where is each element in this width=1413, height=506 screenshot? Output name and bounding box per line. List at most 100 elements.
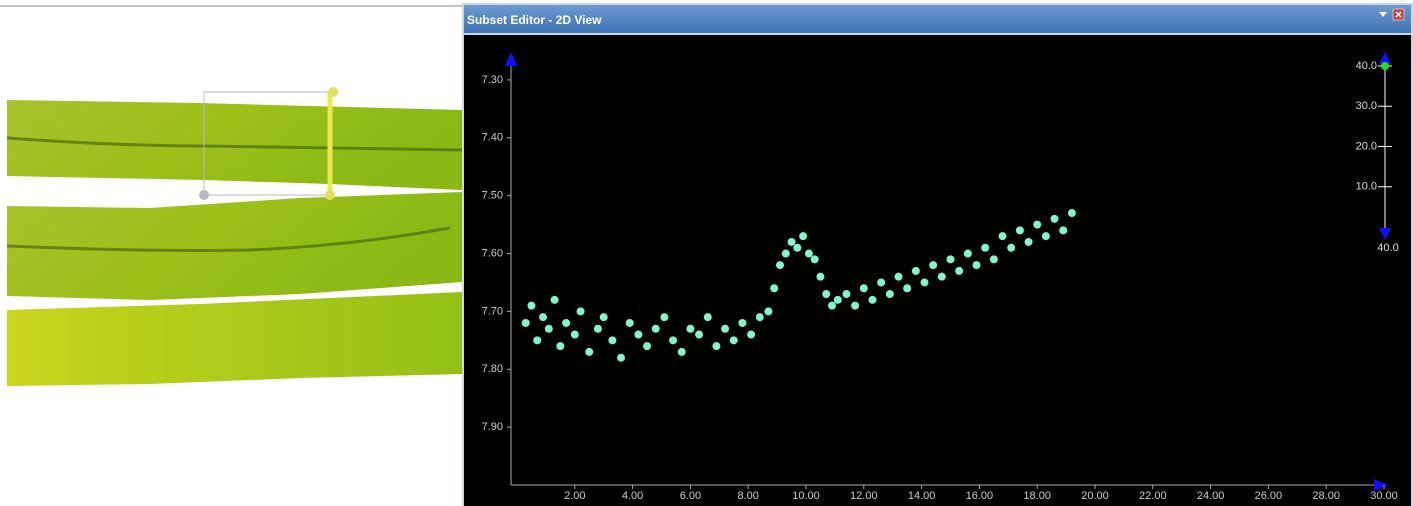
x-tick-label: 20.00 (1081, 490, 1109, 502)
point (804, 249, 813, 258)
point (738, 318, 747, 327)
point (599, 313, 608, 322)
slider-arrow-bottom (1379, 228, 1391, 240)
point (981, 243, 990, 252)
point (770, 284, 779, 293)
point (562, 318, 571, 327)
point (946, 255, 955, 264)
point (851, 301, 860, 310)
point (793, 243, 802, 252)
point (593, 324, 602, 333)
point (822, 290, 831, 299)
panel-title: Subset Editor - 2D View (467, 13, 602, 27)
point (929, 261, 938, 270)
x-tick-label: 22.00 (1139, 490, 1167, 502)
point (911, 266, 920, 275)
point (533, 336, 542, 345)
point (1015, 226, 1024, 235)
point (955, 266, 964, 275)
point (781, 249, 790, 258)
point (1050, 214, 1059, 223)
point (894, 272, 903, 281)
point (643, 342, 652, 351)
point (972, 261, 981, 270)
point (903, 284, 912, 293)
x-tick-label: 2.00 (564, 490, 585, 502)
x-tick-label: 24.00 (1197, 490, 1225, 502)
y-tick-label: 7.60 (482, 247, 503, 259)
slider-tick-label: 40.0 (1356, 60, 1377, 72)
close-icon (1395, 11, 1402, 18)
point (677, 347, 686, 356)
plot-area (464, 35, 1411, 506)
point (1041, 232, 1050, 241)
point (747, 330, 756, 339)
point (729, 336, 738, 345)
x-tick-label: 12.00 (850, 490, 878, 502)
point (920, 278, 929, 287)
point (1067, 209, 1076, 218)
point (570, 330, 579, 339)
point (833, 295, 842, 304)
point (550, 295, 559, 304)
x-tick-label: 14.00 (908, 490, 936, 502)
point (721, 324, 730, 333)
point (787, 237, 796, 246)
point (998, 232, 1007, 241)
point (828, 301, 837, 310)
point (1024, 237, 1033, 246)
point (651, 324, 660, 333)
x-tick-label: 4.00 (622, 490, 643, 502)
point (703, 313, 712, 322)
point (527, 301, 536, 310)
point (556, 342, 565, 351)
point (877, 278, 886, 287)
point (695, 330, 704, 339)
y-tick-label: 7.50 (482, 190, 503, 202)
y-tick-label: 7.90 (482, 421, 503, 433)
point (799, 232, 808, 241)
point (885, 290, 894, 299)
slider-handle[interactable] (1381, 62, 1389, 70)
slider-tick-label: 10.0 (1356, 181, 1377, 193)
point (634, 330, 643, 339)
point (686, 324, 695, 333)
slider-end-label: 40.0 (1377, 242, 1398, 254)
point (816, 272, 825, 281)
terrain-view (0, 5, 463, 386)
y-tick-label: 7.80 (482, 363, 503, 375)
point (989, 255, 998, 264)
y-tick-label: 7.30 (482, 74, 503, 86)
point (617, 353, 626, 362)
point (544, 324, 553, 333)
point (937, 272, 946, 281)
slider-tick-label: 30.0 (1356, 100, 1377, 112)
menu-button[interactable] (1379, 12, 1387, 17)
point (1007, 243, 1016, 252)
point (712, 342, 721, 351)
point (810, 255, 819, 264)
point (1033, 220, 1042, 229)
point (1059, 226, 1068, 235)
x-tick-label: 10.00 (792, 490, 820, 502)
point (842, 290, 851, 299)
x-tick-label: 30.00 (1370, 490, 1398, 502)
point (755, 313, 764, 322)
x-tick-label: 6.00 (680, 490, 701, 502)
x-tick-label: 26.00 (1255, 490, 1283, 502)
point (660, 313, 669, 322)
point (585, 347, 594, 356)
point (868, 295, 877, 304)
point (539, 313, 548, 322)
point (608, 336, 617, 345)
x-axis-arrow (1374, 479, 1388, 491)
point (859, 284, 868, 293)
y-axis-arrow (505, 52, 517, 66)
point (669, 336, 678, 345)
point (625, 318, 634, 327)
x-tick-label: 8.00 (737, 490, 758, 502)
x-tick-label: 16.00 (966, 490, 994, 502)
x-tick-label: 18.00 (1023, 490, 1051, 502)
